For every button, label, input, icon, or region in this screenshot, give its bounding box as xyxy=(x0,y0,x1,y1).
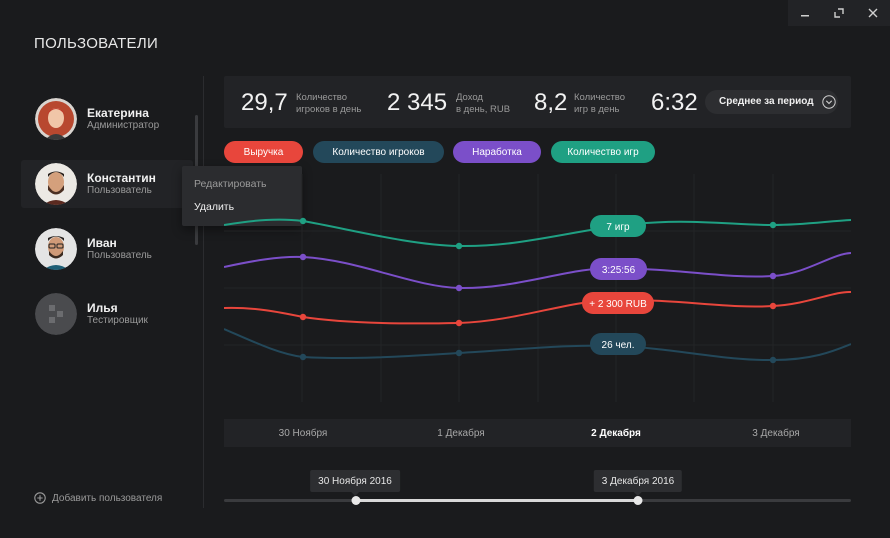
user-role: Администратор xyxy=(87,120,160,131)
user-name: Илья xyxy=(87,301,118,315)
avatar xyxy=(35,98,77,140)
point-games-2 xyxy=(455,242,463,250)
x-label[interactable]: 1 Декабря xyxy=(437,428,485,439)
point-revenue-2 xyxy=(455,319,463,327)
user-item-ekaterina[interactable]: Екатерина Администратор xyxy=(21,95,193,143)
point-uptime-1 xyxy=(299,253,307,261)
point-games-3 xyxy=(769,221,777,229)
user-role: Пользователь xyxy=(87,185,152,196)
add-user-label: Добавить пользователя xyxy=(52,492,163,504)
user-name: Екатерина xyxy=(87,106,149,120)
avatar xyxy=(35,228,77,270)
date-range-slider[interactable] xyxy=(224,496,851,505)
user-context-menu: Редактировать Удалить xyxy=(182,166,302,226)
window-controls xyxy=(788,0,890,26)
user-item-ivan[interactable]: Иван Пользователь xyxy=(21,225,193,273)
svg-text:+ 2 300 RUB: + 2 300 RUB xyxy=(589,299,647,310)
stats-bar: 29,7 Количество игроков в день 2 345 Дохо… xyxy=(224,76,851,128)
legend-pill-revenue[interactable]: Выручка xyxy=(224,141,303,163)
stat-label: Доход в день, RUB xyxy=(456,92,511,115)
legend-pill-games[interactable]: Количество игр xyxy=(551,141,655,163)
chevron-down-icon xyxy=(822,95,836,109)
point-uptime-2 xyxy=(455,284,463,292)
stat-value: 2 345 xyxy=(387,89,448,116)
period-dropdown-label: Среднее за период xyxy=(719,96,814,107)
user-item-konstantin[interactable]: Константин Пользователь xyxy=(21,160,193,208)
minimize-button[interactable] xyxy=(788,0,822,26)
page-title: ПОЛЬЗОВАТЕЛИ xyxy=(34,35,159,52)
stat-value: 29,7 xyxy=(241,89,288,116)
stat-label: Количество игроков в день xyxy=(296,92,362,115)
chart-grid xyxy=(224,174,851,402)
slider-start-handle[interactable] xyxy=(351,496,361,505)
svg-text:26 чел.: 26 чел. xyxy=(602,340,635,351)
point-players-1 xyxy=(299,353,307,361)
legend-pill-uptime[interactable]: Наработка xyxy=(453,141,541,163)
svg-text:3:25:56: 3:25:56 xyxy=(602,265,636,276)
period-dropdown[interactable]: Среднее за период xyxy=(705,90,838,114)
slider-end-handle[interactable] xyxy=(633,496,643,505)
tooltip-revenue: + 2 300 RUB xyxy=(582,292,654,314)
avatar-placeholder-icon xyxy=(35,293,77,335)
maximize-button[interactable] xyxy=(822,0,856,26)
point-players-3 xyxy=(769,356,777,364)
user-name: Константин xyxy=(87,171,156,185)
point-revenue-1 xyxy=(299,313,307,321)
sidebar-divider xyxy=(203,76,204,508)
range-end-tooltip: 3 Декабря 2016 xyxy=(593,470,683,496)
menu-item-delete[interactable]: Удалить xyxy=(194,201,235,213)
maximize-icon xyxy=(834,8,844,18)
avatar xyxy=(35,163,77,205)
user-name: Иван xyxy=(87,236,117,250)
x-label[interactable]: 30 Ноября xyxy=(278,428,328,439)
tooltip-players: 26 чел. xyxy=(590,333,646,355)
close-icon xyxy=(868,8,878,18)
range-start-tooltip: 30 Ноября 2016 xyxy=(310,470,400,496)
line-chart: 7 игр 3:25:56 + 2 300 RUB 26 чел. xyxy=(224,174,851,402)
stat-label: Количество игр в день xyxy=(574,92,626,115)
x-label-current[interactable]: 2 Декабря xyxy=(591,428,641,439)
stat-value: 6:32 xyxy=(651,89,698,116)
add-user-button[interactable]: Добавить пользователя xyxy=(34,492,162,504)
slider-range-fill xyxy=(355,499,639,502)
point-players-2 xyxy=(455,349,463,357)
user-role: Тестировщик xyxy=(87,315,148,326)
menu-item-edit[interactable]: Редактировать xyxy=(194,178,267,190)
x-label[interactable]: 3 Декабря xyxy=(752,428,800,439)
point-revenue-3 xyxy=(769,302,777,310)
tooltip-games: 7 игр xyxy=(590,215,646,237)
svg-text:7 игр: 7 игр xyxy=(606,222,630,233)
close-button[interactable] xyxy=(856,0,890,26)
add-circle-icon xyxy=(34,492,46,504)
point-uptime-3 xyxy=(769,272,777,280)
legend-pill-players[interactable]: Количество игроков xyxy=(313,141,444,163)
user-item-ilya[interactable]: Илья Тестировщик xyxy=(21,290,193,338)
x-axis: 30 Ноября 1 Декабря 2 Декабря 3 Декабря xyxy=(224,419,851,447)
tooltip-uptime: 3:25:56 xyxy=(590,258,647,280)
stat-value: 8,2 xyxy=(534,89,568,116)
minimize-icon xyxy=(801,15,809,17)
point-games-1 xyxy=(299,217,307,225)
user-role: Пользователь xyxy=(87,250,152,261)
